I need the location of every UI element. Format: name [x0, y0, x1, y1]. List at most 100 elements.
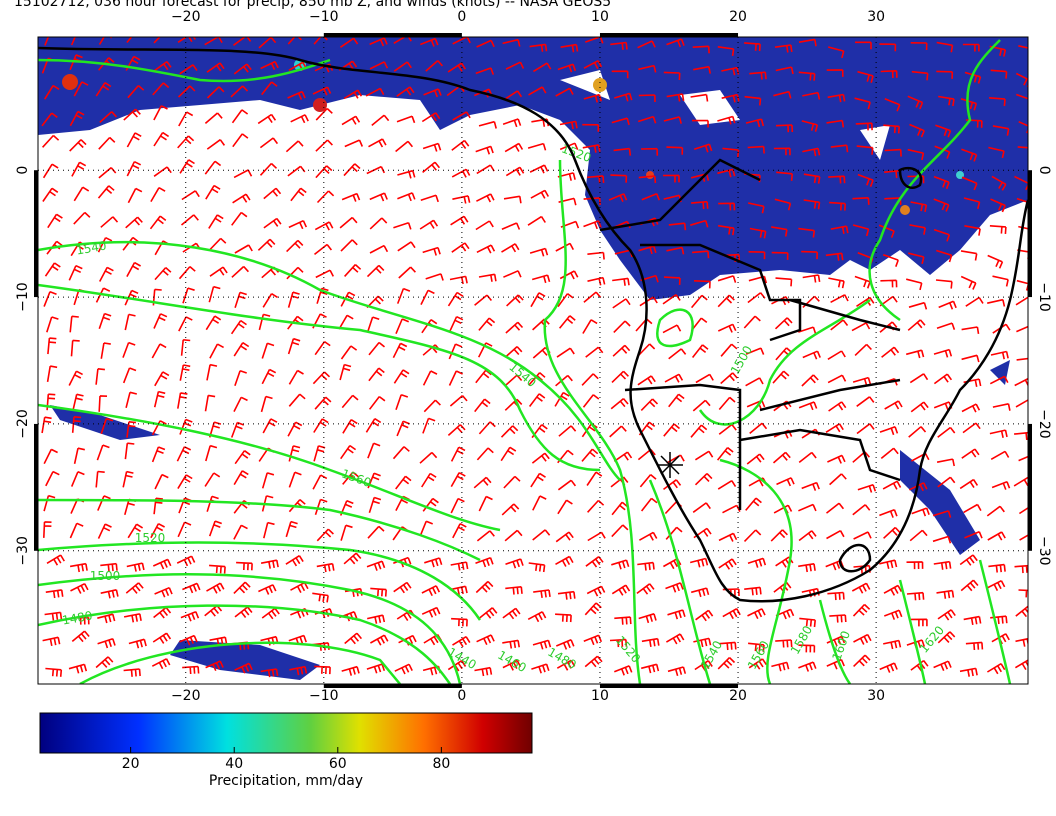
wind-barb [447, 291, 464, 307]
wind-barb [122, 341, 136, 358]
wind-barb [879, 426, 899, 436]
wind-barb [825, 559, 844, 571]
contour-label: 1480 [61, 609, 94, 628]
wind-barb [315, 107, 333, 121]
wind-barb [803, 199, 821, 210]
wind-barb [585, 346, 604, 358]
wind-barb [583, 59, 603, 70]
wind-barb [529, 164, 549, 174]
wind-barb [911, 452, 930, 462]
wind-barb [776, 477, 795, 487]
wind-barb [339, 216, 358, 229]
wind-barb [528, 86, 547, 96]
wind-barb [476, 447, 494, 461]
wind-barb [505, 166, 525, 177]
wind-barb [233, 396, 248, 412]
wind-barb [126, 37, 133, 44]
wind-barb [937, 609, 956, 621]
wind-barb [826, 502, 845, 514]
lat-tick-label: −10 [15, 282, 31, 312]
wind-barb [46, 554, 65, 566]
wind-barb [964, 530, 983, 539]
wind-barb [449, 394, 468, 407]
wind-barb [124, 442, 135, 460]
wind-barb [989, 375, 1009, 385]
wind-barb [884, 609, 903, 620]
wind-barb [151, 420, 167, 436]
wind-barb [959, 667, 978, 677]
wind-barb [960, 275, 977, 290]
wind-barb [68, 264, 83, 281]
wind-barb [936, 322, 956, 330]
wind-barb [153, 105, 168, 121]
wind-barb [68, 370, 83, 386]
wind-barb [368, 367, 385, 382]
wind-barb [988, 563, 1006, 573]
wind-barb [718, 558, 737, 570]
wind-barb [771, 251, 789, 260]
wind-barb [125, 582, 144, 594]
wind-barb [987, 298, 1006, 307]
wind-barb [965, 641, 984, 651]
wind-barb [124, 498, 137, 516]
wind-barb [179, 634, 198, 646]
wind-barb [557, 499, 573, 515]
wind-barb [911, 70, 929, 81]
wind-barb [748, 202, 765, 214]
wind-barb [611, 501, 629, 516]
wind-barb [854, 275, 871, 289]
wind-barb [261, 81, 278, 96]
wind-barb [717, 323, 737, 333]
wind-barb [881, 346, 900, 358]
wind-barb [614, 665, 633, 676]
wind-barb [153, 60, 172, 72]
wind-barb [206, 582, 225, 594]
wind-barb [1015, 605, 1028, 618]
wind-barb [1014, 659, 1028, 671]
wind-barb [419, 451, 438, 464]
wind-barb [43, 448, 58, 465]
borders [599, 158, 923, 573]
lat-tick-label: 0 [1036, 166, 1052, 175]
wind-barb [263, 187, 282, 200]
wind-barb [500, 425, 519, 438]
wind-barb [583, 291, 602, 303]
wind-barb [395, 475, 412, 490]
wind-barb [314, 498, 328, 515]
wind-barb [693, 637, 712, 648]
wind-barb [312, 474, 328, 490]
wind-barb [986, 579, 1006, 591]
wind-barb [288, 369, 304, 385]
wind-barb [95, 470, 105, 488]
wind-barb [880, 447, 899, 460]
wind-barb [528, 372, 546, 386]
wind-barb [127, 84, 145, 99]
wind-barb [960, 579, 979, 592]
wind-barb [830, 319, 849, 331]
wind-barb [371, 114, 390, 127]
wind-barb [744, 95, 762, 106]
wind-barb [718, 396, 736, 411]
wind-barb [775, 639, 793, 648]
wind-barb [667, 666, 687, 677]
wind-barb [1018, 45, 1028, 49]
wind-barb [1018, 589, 1028, 598]
wind-barb [774, 44, 793, 53]
wind-barb [42, 134, 60, 148]
wind-barb [854, 97, 871, 110]
wind-barb [262, 418, 278, 434]
wind-barb [992, 403, 1011, 411]
wind-barb [314, 340, 331, 356]
wind-barb [451, 139, 470, 151]
wind-barb [855, 122, 873, 131]
wind-barb [125, 391, 137, 408]
wind-barb [961, 326, 980, 335]
wind-barb [340, 524, 353, 541]
wind-barb [366, 316, 380, 333]
wind-barb [204, 472, 221, 487]
wind-barb [369, 37, 388, 47]
wind-barb [42, 187, 59, 202]
wind-barb [749, 71, 767, 80]
wind-barb [772, 370, 790, 384]
wind-barb [288, 393, 306, 407]
